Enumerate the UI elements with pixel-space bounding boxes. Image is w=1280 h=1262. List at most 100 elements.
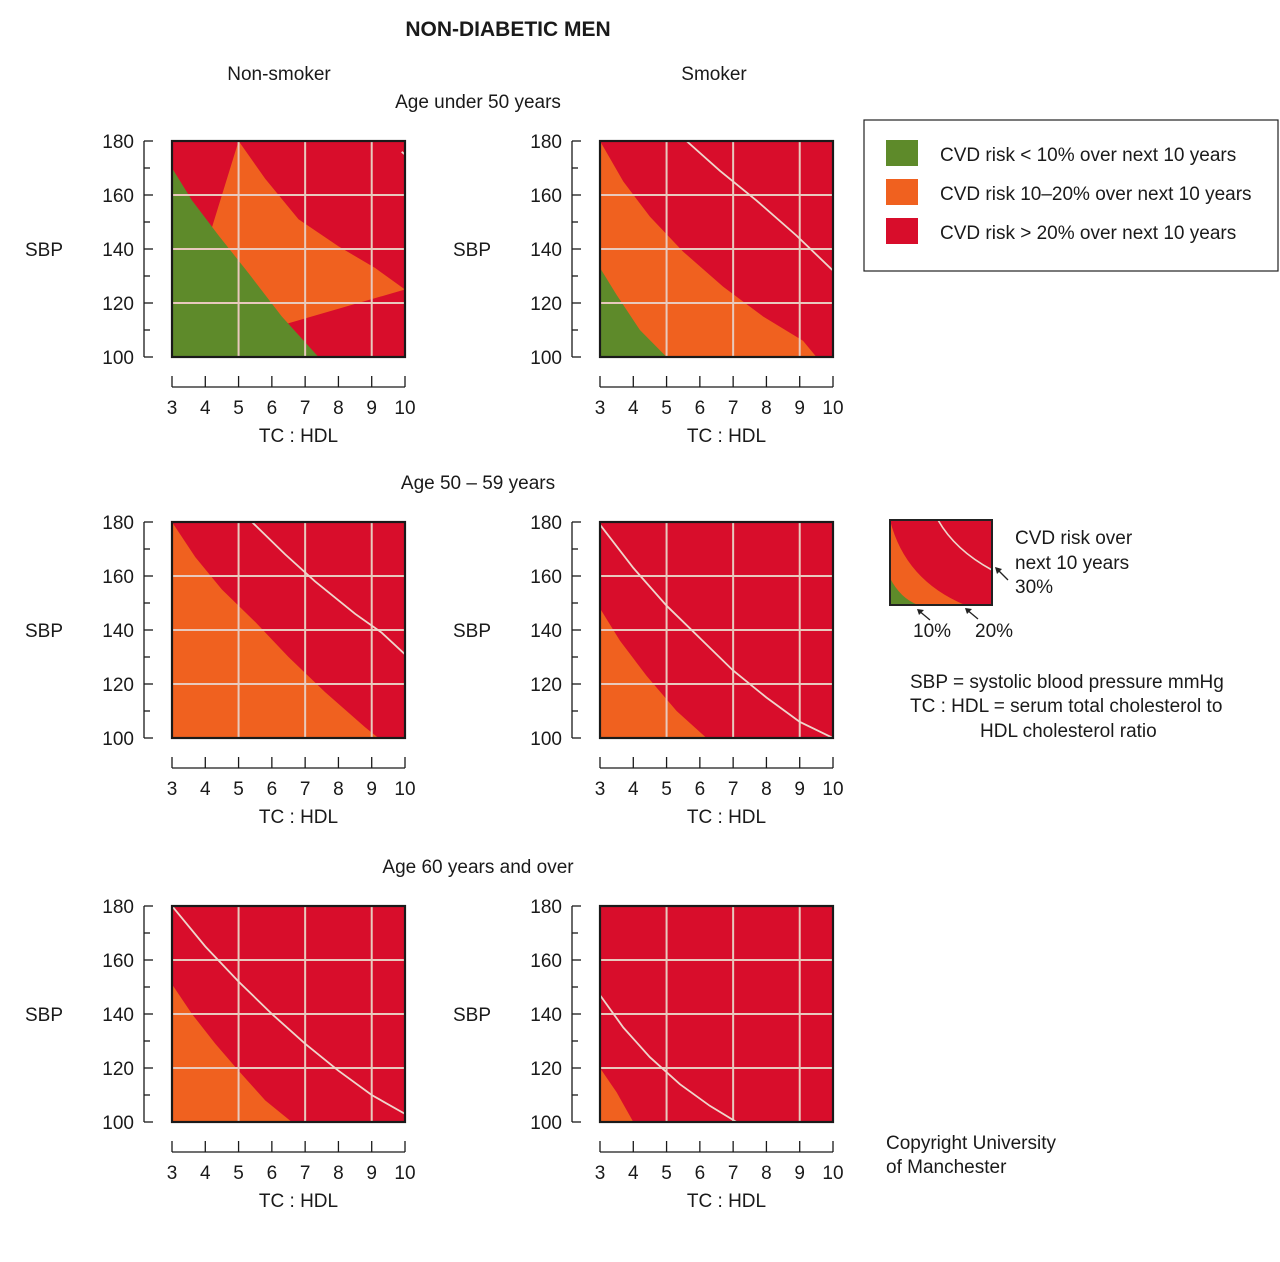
x-tick-label: 6 <box>695 1163 706 1184</box>
key-diagram-frame <box>889 519 993 606</box>
x-tick-label: 9 <box>366 1163 377 1184</box>
x-tick-label: 6 <box>695 398 706 419</box>
y-tick-label: 120 <box>102 675 134 696</box>
x-tick-label: 3 <box>167 1163 178 1184</box>
y-tick-label: 160 <box>530 951 562 972</box>
x-axis-label: TC : HDL <box>687 807 766 828</box>
x-tick-label: 8 <box>761 398 772 419</box>
risk-panel-3: 100 120 140 160 180 SBP 3 4 5 6 7 8 9 10 TC : HDL <box>25 513 416 828</box>
risk-panel-area <box>172 906 405 1122</box>
copyright-line-2: of Manchester <box>886 1157 1007 1178</box>
key-diagram-label-line-1: CVD risk over <box>1015 528 1133 549</box>
risk-30-curve <box>251 522 405 655</box>
y-tick-label: 100 <box>102 348 134 369</box>
x-tick-label: 4 <box>628 398 639 419</box>
legend-swatch-low <box>886 140 918 166</box>
y-tick-label: 120 <box>102 294 134 315</box>
x-tick-label: 6 <box>695 779 706 800</box>
risk-panel-area <box>172 141 405 357</box>
y-axis-label: SBP <box>453 240 491 261</box>
x-tick-label: 8 <box>761 1163 772 1184</box>
x-tick-label: 5 <box>233 1163 244 1184</box>
risk-panel-frame <box>598 904 835 1124</box>
risk-panel-frame <box>170 520 407 740</box>
risk-panel-frame <box>598 139 835 359</box>
x-tick-label: 10 <box>822 398 843 419</box>
y-tick-label: 160 <box>102 951 134 972</box>
risk-30-curve <box>600 994 737 1122</box>
x-tick-label: 4 <box>628 779 639 800</box>
risk-panel-5: 100 120 140 160 180 SBP 3 4 5 6 7 8 9 10 TC : HDL <box>25 897 416 1212</box>
risk-area-mid <box>600 608 707 738</box>
x-tick-label: 6 <box>267 1163 278 1184</box>
y-tick-label: 120 <box>102 1059 134 1080</box>
x-tick-label: 5 <box>233 779 244 800</box>
y-axis-label: SBP <box>25 1005 63 1026</box>
risk-30-curve <box>685 141 833 272</box>
copyright-line-1: Copyright University <box>886 1133 1056 1154</box>
risk-30-curve <box>172 906 405 1115</box>
y-tick-label: 180 <box>102 513 134 534</box>
key-diagram-arrowhead-30 <box>995 567 1002 574</box>
chart-title: NON-DIABETIC MEN <box>405 18 610 41</box>
x-tick-label: 6 <box>267 779 278 800</box>
risk-panels: 100 120 140 160 180 SBP 3 4 5 6 7 8 9 10 TC : HDL 100 12… <box>25 132 844 1212</box>
x-tick-label: 10 <box>822 1163 843 1184</box>
risk-area-low <box>600 267 667 357</box>
y-tick-label: 140 <box>102 621 134 642</box>
key-diagram: CVD risk over next 10 years 30% 10% 20% <box>889 519 1133 642</box>
legend-label-mid: CVD risk 10–20% over next 10 years <box>940 184 1252 205</box>
risk-panel-2: 100 120 140 160 180 SBP 3 4 5 6 7 8 9 10 TC : HDL <box>453 132 844 447</box>
definitions: SBP = systolic blood pressure mmHg TC : … <box>910 672 1224 742</box>
legend-label-low: CVD risk < 10% over next 10 years <box>940 145 1236 166</box>
risk-panel-area <box>172 522 405 738</box>
x-axis-label: TC : HDL <box>259 426 338 447</box>
x-tick-label: 3 <box>595 398 606 419</box>
legend-label-high: CVD risk > 20% over next 10 years <box>940 223 1236 244</box>
key-diagram-30-curve <box>937 519 993 571</box>
y-tick-label: 120 <box>530 1059 562 1080</box>
y-tick-label: 100 <box>530 1113 562 1134</box>
legend-frame <box>863 119 1279 272</box>
x-tick-label: 5 <box>661 779 672 800</box>
risk-panel-6: 100 120 140 160 180 SBP 3 4 5 6 7 8 9 10 TC : HDL <box>453 897 844 1212</box>
column-header-non-smoker: Non-smoker <box>227 64 331 85</box>
y-axis-label: SBP <box>25 240 63 261</box>
x-tick-label: 9 <box>794 398 805 419</box>
key-diagram-arrowhead-20 <box>965 608 972 614</box>
x-tick-label: 7 <box>300 398 311 419</box>
row-header-50-59: Age 50 – 59 years <box>401 473 555 494</box>
risk-panel-frame <box>170 139 407 359</box>
x-tick-label: 7 <box>300 1163 311 1184</box>
key-diagram-label-20: 20% <box>975 621 1013 642</box>
y-axis-label: SBP <box>25 621 63 642</box>
definition-tc-hdl-line-2: HDL cholesterol ratio <box>980 721 1157 742</box>
x-tick-label: 5 <box>661 1163 672 1184</box>
y-tick-label: 100 <box>530 729 562 750</box>
risk-30-curve <box>600 524 833 738</box>
x-tick-label: 4 <box>200 1163 211 1184</box>
x-tick-label: 3 <box>167 779 178 800</box>
y-tick-label: 140 <box>102 1005 134 1026</box>
y-tick-label: 160 <box>530 567 562 588</box>
y-tick-label: 180 <box>530 132 562 153</box>
legend-swatch-mid <box>886 179 918 205</box>
risk-panel-frame <box>170 904 407 1124</box>
x-tick-label: 10 <box>822 779 843 800</box>
x-axis-label: TC : HDL <box>687 426 766 447</box>
risk-panel-area <box>600 906 833 1122</box>
x-tick-label: 7 <box>300 779 311 800</box>
x-tick-label: 4 <box>628 1163 639 1184</box>
x-tick-label: 8 <box>333 1163 344 1184</box>
risk-panel-area <box>600 522 833 738</box>
x-tick-label: 9 <box>366 398 377 419</box>
y-tick-label: 140 <box>530 1005 562 1026</box>
risk-area-low <box>172 168 319 357</box>
y-tick-label: 100 <box>530 348 562 369</box>
x-tick-label: 6 <box>267 398 278 419</box>
y-tick-label: 100 <box>102 729 134 750</box>
y-tick-label: 120 <box>530 294 562 315</box>
y-tick-label: 180 <box>102 897 134 918</box>
x-tick-label: 9 <box>366 779 377 800</box>
key-diagram-label-10: 10% <box>913 621 951 642</box>
